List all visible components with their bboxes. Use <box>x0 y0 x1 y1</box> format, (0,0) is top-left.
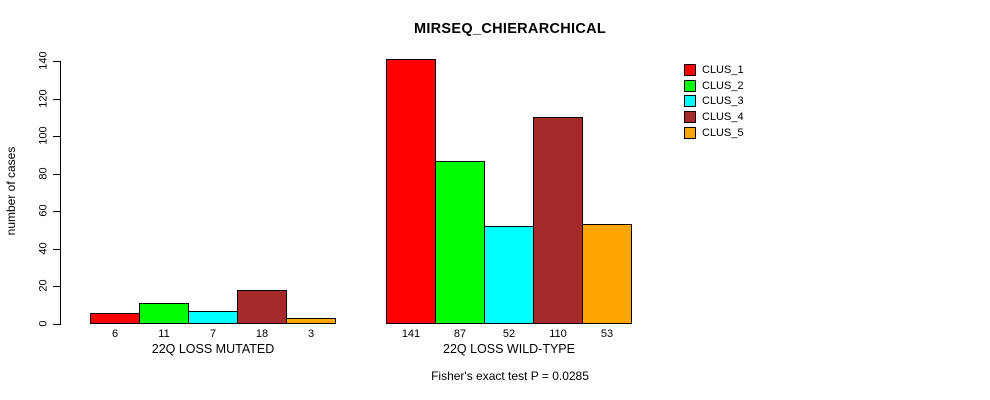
bar-value-label: 141 <box>401 328 421 340</box>
bar-value-label: 11 <box>158 328 170 340</box>
y-tick-label: 80 <box>37 167 50 180</box>
legend-swatch-icon <box>684 126 696 139</box>
legend-item: CLUS_1 <box>684 64 744 76</box>
bar-value-label: 52 <box>502 328 516 340</box>
bar-clus_4 <box>237 290 287 324</box>
legend: CLUS_1 CLUS_2 CLUS_3 CLUS_4 CLUS_5 <box>684 64 744 142</box>
bar-clus_5 <box>286 318 336 324</box>
chart-title: MIRSEQ_CHIERARCHICAL <box>413 21 607 37</box>
x-category-label: 22Q LOSS WILD-TYPE <box>443 342 575 356</box>
y-tick-label: 100 <box>37 126 50 145</box>
bar-clus_3 <box>484 226 534 324</box>
y-axis-line <box>60 61 61 325</box>
bar-value-label: 3 <box>307 328 315 340</box>
annotation-text: Fisher's exact test P = 0.0285 <box>431 369 589 383</box>
bar-group: 141 87 52 110 53 22Q LOSS WILD-TYPE <box>386 59 632 356</box>
legend-swatch-icon <box>684 95 696 108</box>
legend-label: CLUS_5 <box>702 126 744 139</box>
y-tick-label: 60 <box>37 204 50 217</box>
bar-clus_4 <box>533 117 583 324</box>
y-tick <box>53 136 61 137</box>
bar-value-label: 18 <box>255 328 269 340</box>
y-tick <box>53 324 61 325</box>
y-tick-label: 0 <box>37 320 50 327</box>
legend-swatch-icon <box>684 111 696 124</box>
legend-swatch-icon <box>684 64 696 76</box>
y-tick <box>53 61 61 62</box>
bar-value-label: 87 <box>453 328 467 340</box>
y-tick-label: 140 <box>37 51 50 70</box>
legend-item: CLUS_4 <box>684 111 744 124</box>
bar-value-label: 53 <box>600 328 614 340</box>
legend-item: CLUS_5 <box>684 126 744 139</box>
legend-swatch-icon <box>684 79 696 92</box>
x-category-label: 22Q LOSS MUTATED <box>151 342 275 356</box>
legend-item: CLUS_2 <box>684 79 744 92</box>
bar-clus_2 <box>139 303 189 324</box>
y-tick <box>53 174 61 175</box>
bar-group: 6 11 7 18 3 22Q LOSS MUTATED <box>90 61 336 356</box>
y-tick <box>53 286 61 287</box>
y-tick <box>53 211 61 212</box>
bar-clus_2 <box>435 161 485 324</box>
bar-value-label: 7 <box>209 328 217 340</box>
bar-clus_3 <box>188 311 238 324</box>
legend-item: CLUS_3 <box>684 95 744 108</box>
y-tick-label: 40 <box>37 242 50 255</box>
legend-label: CLUS_1 <box>702 64 744 76</box>
y-tick-label: 120 <box>37 89 50 108</box>
legend-label: CLUS_2 <box>702 79 744 92</box>
y-tick <box>53 99 61 100</box>
bar-clus_1 <box>386 59 436 324</box>
legend-label: CLUS_3 <box>702 95 744 108</box>
y-tick <box>53 249 61 250</box>
bar-value-label: 110 <box>549 328 567 340</box>
bar-clus_5 <box>582 224 632 324</box>
bar-clus_1 <box>90 313 140 324</box>
bar-value-label: 6 <box>111 328 119 340</box>
y-tick-label: 20 <box>37 279 50 292</box>
legend-label: CLUS_4 <box>702 111 744 124</box>
